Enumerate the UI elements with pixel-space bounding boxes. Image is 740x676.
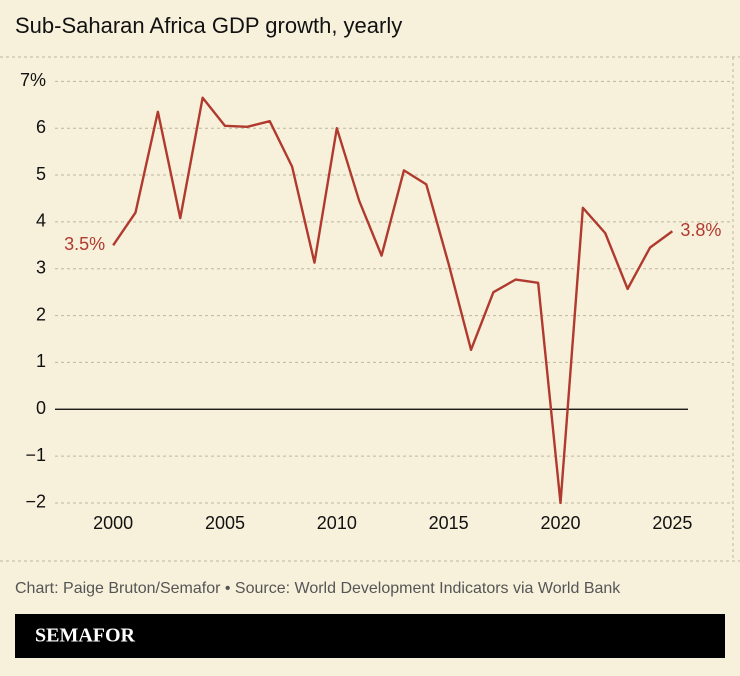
y-tick-label: 6	[36, 117, 46, 137]
brand-bar	[15, 614, 725, 658]
x-tick-label: 2020	[540, 513, 580, 533]
data-line	[112, 96, 674, 505]
y-tick-label: −1	[25, 445, 46, 465]
x-tick-label: 2010	[317, 513, 357, 533]
y-tick-label: −2	[25, 492, 46, 512]
y-tick-label: 5	[36, 164, 46, 184]
y-tick-label: 2	[36, 304, 46, 324]
x-tick-label: 2025	[652, 513, 692, 533]
value-label: 3.5%	[64, 234, 105, 254]
value-label: 3.8%	[680, 220, 721, 240]
y-tick-label: 0	[36, 398, 46, 418]
credit: Chart: Paige Bruton/Semafor • Source: Wo…	[15, 580, 621, 597]
y-tick-label: 1	[36, 351, 46, 371]
chart-title: Sub-Saharan Africa GDP growth, yearly	[15, 13, 402, 38]
x-tick-label: 2005	[205, 513, 245, 533]
brand-logo: SEMAFOR	[35, 625, 136, 647]
x-tick-label: 2015	[429, 513, 469, 533]
y-tick-label: 3	[36, 257, 46, 277]
y-tick-label: 4	[36, 211, 46, 231]
y-tick-label: 7%	[20, 70, 46, 90]
x-tick-label: 2000	[93, 513, 133, 533]
